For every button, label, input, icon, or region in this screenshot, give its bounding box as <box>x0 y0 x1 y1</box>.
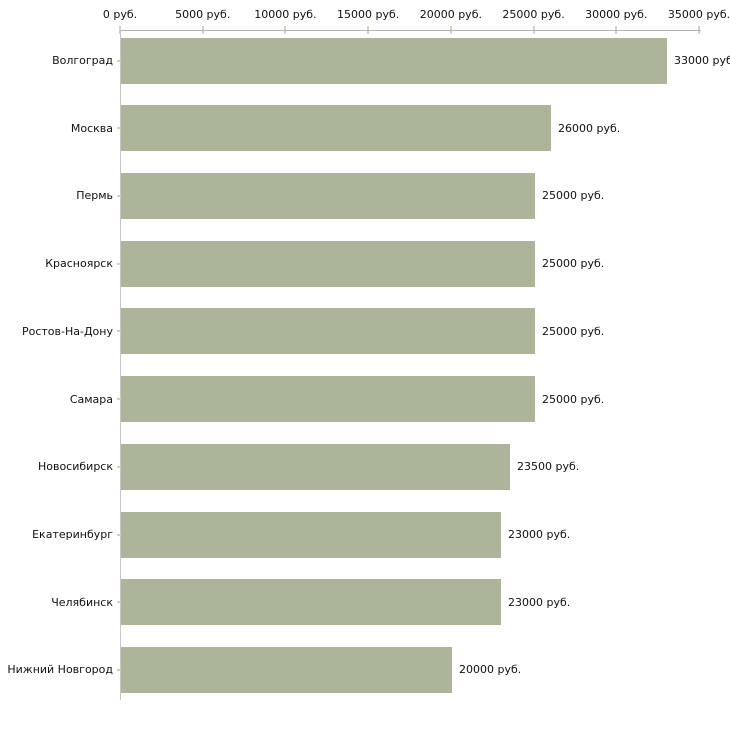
x-axis-tick-label: 15000 руб. <box>337 8 400 21</box>
bar <box>121 105 551 152</box>
x-axis-tick-label: 5000 руб. <box>175 8 231 21</box>
y-axis-line <box>120 30 121 700</box>
y-axis-tick-mark <box>117 601 124 604</box>
bar <box>121 443 510 490</box>
value-label: 33000 руб <box>674 54 730 67</box>
category-label: Самара <box>69 392 113 406</box>
category-label: Пермь <box>76 189 113 203</box>
y-axis-tick-mark <box>117 59 124 62</box>
value-label: 20000 руб. <box>459 663 522 677</box>
bar <box>121 308 535 355</box>
x-axis-line <box>120 30 701 31</box>
value-label: 23000 руб. <box>508 595 571 609</box>
y-axis-tick-mark <box>117 127 124 130</box>
x-axis-tick-label: 20000 руб. <box>419 8 482 21</box>
value-label: 23000 руб. <box>508 528 571 542</box>
x-axis-tick-label: 35000 руб. <box>667 8 730 21</box>
category-label: Волгоград <box>52 54 113 67</box>
y-axis-tick-mark <box>117 465 124 468</box>
category-label: Челябинск <box>51 595 113 609</box>
y-axis-tick-mark <box>117 668 124 671</box>
bar <box>121 240 535 287</box>
bar <box>121 646 452 693</box>
x-axis-tick-label: 25000 руб. <box>502 8 565 21</box>
y-axis-tick-mark <box>117 262 124 265</box>
y-axis-tick-mark <box>117 194 124 197</box>
x-axis-tick-label: 30000 руб. <box>585 8 648 21</box>
category-label: Екатеринбург <box>32 528 113 542</box>
value-label: 25000 руб. <box>542 257 605 271</box>
x-axis-tick-label: 10000 руб. <box>254 8 317 21</box>
value-label: 23500 руб. <box>517 460 580 474</box>
bar <box>121 511 501 558</box>
y-axis-tick-mark <box>117 533 124 536</box>
value-label: 26000 руб. <box>558 121 621 135</box>
x-axis-tick-label: 0 руб. <box>102 8 138 21</box>
value-label: 25000 руб. <box>542 189 605 203</box>
bar <box>121 172 535 219</box>
bar <box>121 579 501 626</box>
bar <box>121 376 535 423</box>
y-axis-tick-mark <box>117 330 124 333</box>
y-axis-tick-mark <box>117 398 124 401</box>
category-label: Москва <box>70 121 113 135</box>
category-label: Ростов-На-Дону <box>21 324 113 338</box>
category-label: Нижний Новгород <box>7 663 113 677</box>
value-label: 25000 руб. <box>542 324 605 338</box>
value-label: 25000 руб. <box>542 392 605 406</box>
bar <box>121 37 667 84</box>
category-label: Красноярск <box>45 257 113 271</box>
category-label: Новосибирск <box>37 460 113 474</box>
